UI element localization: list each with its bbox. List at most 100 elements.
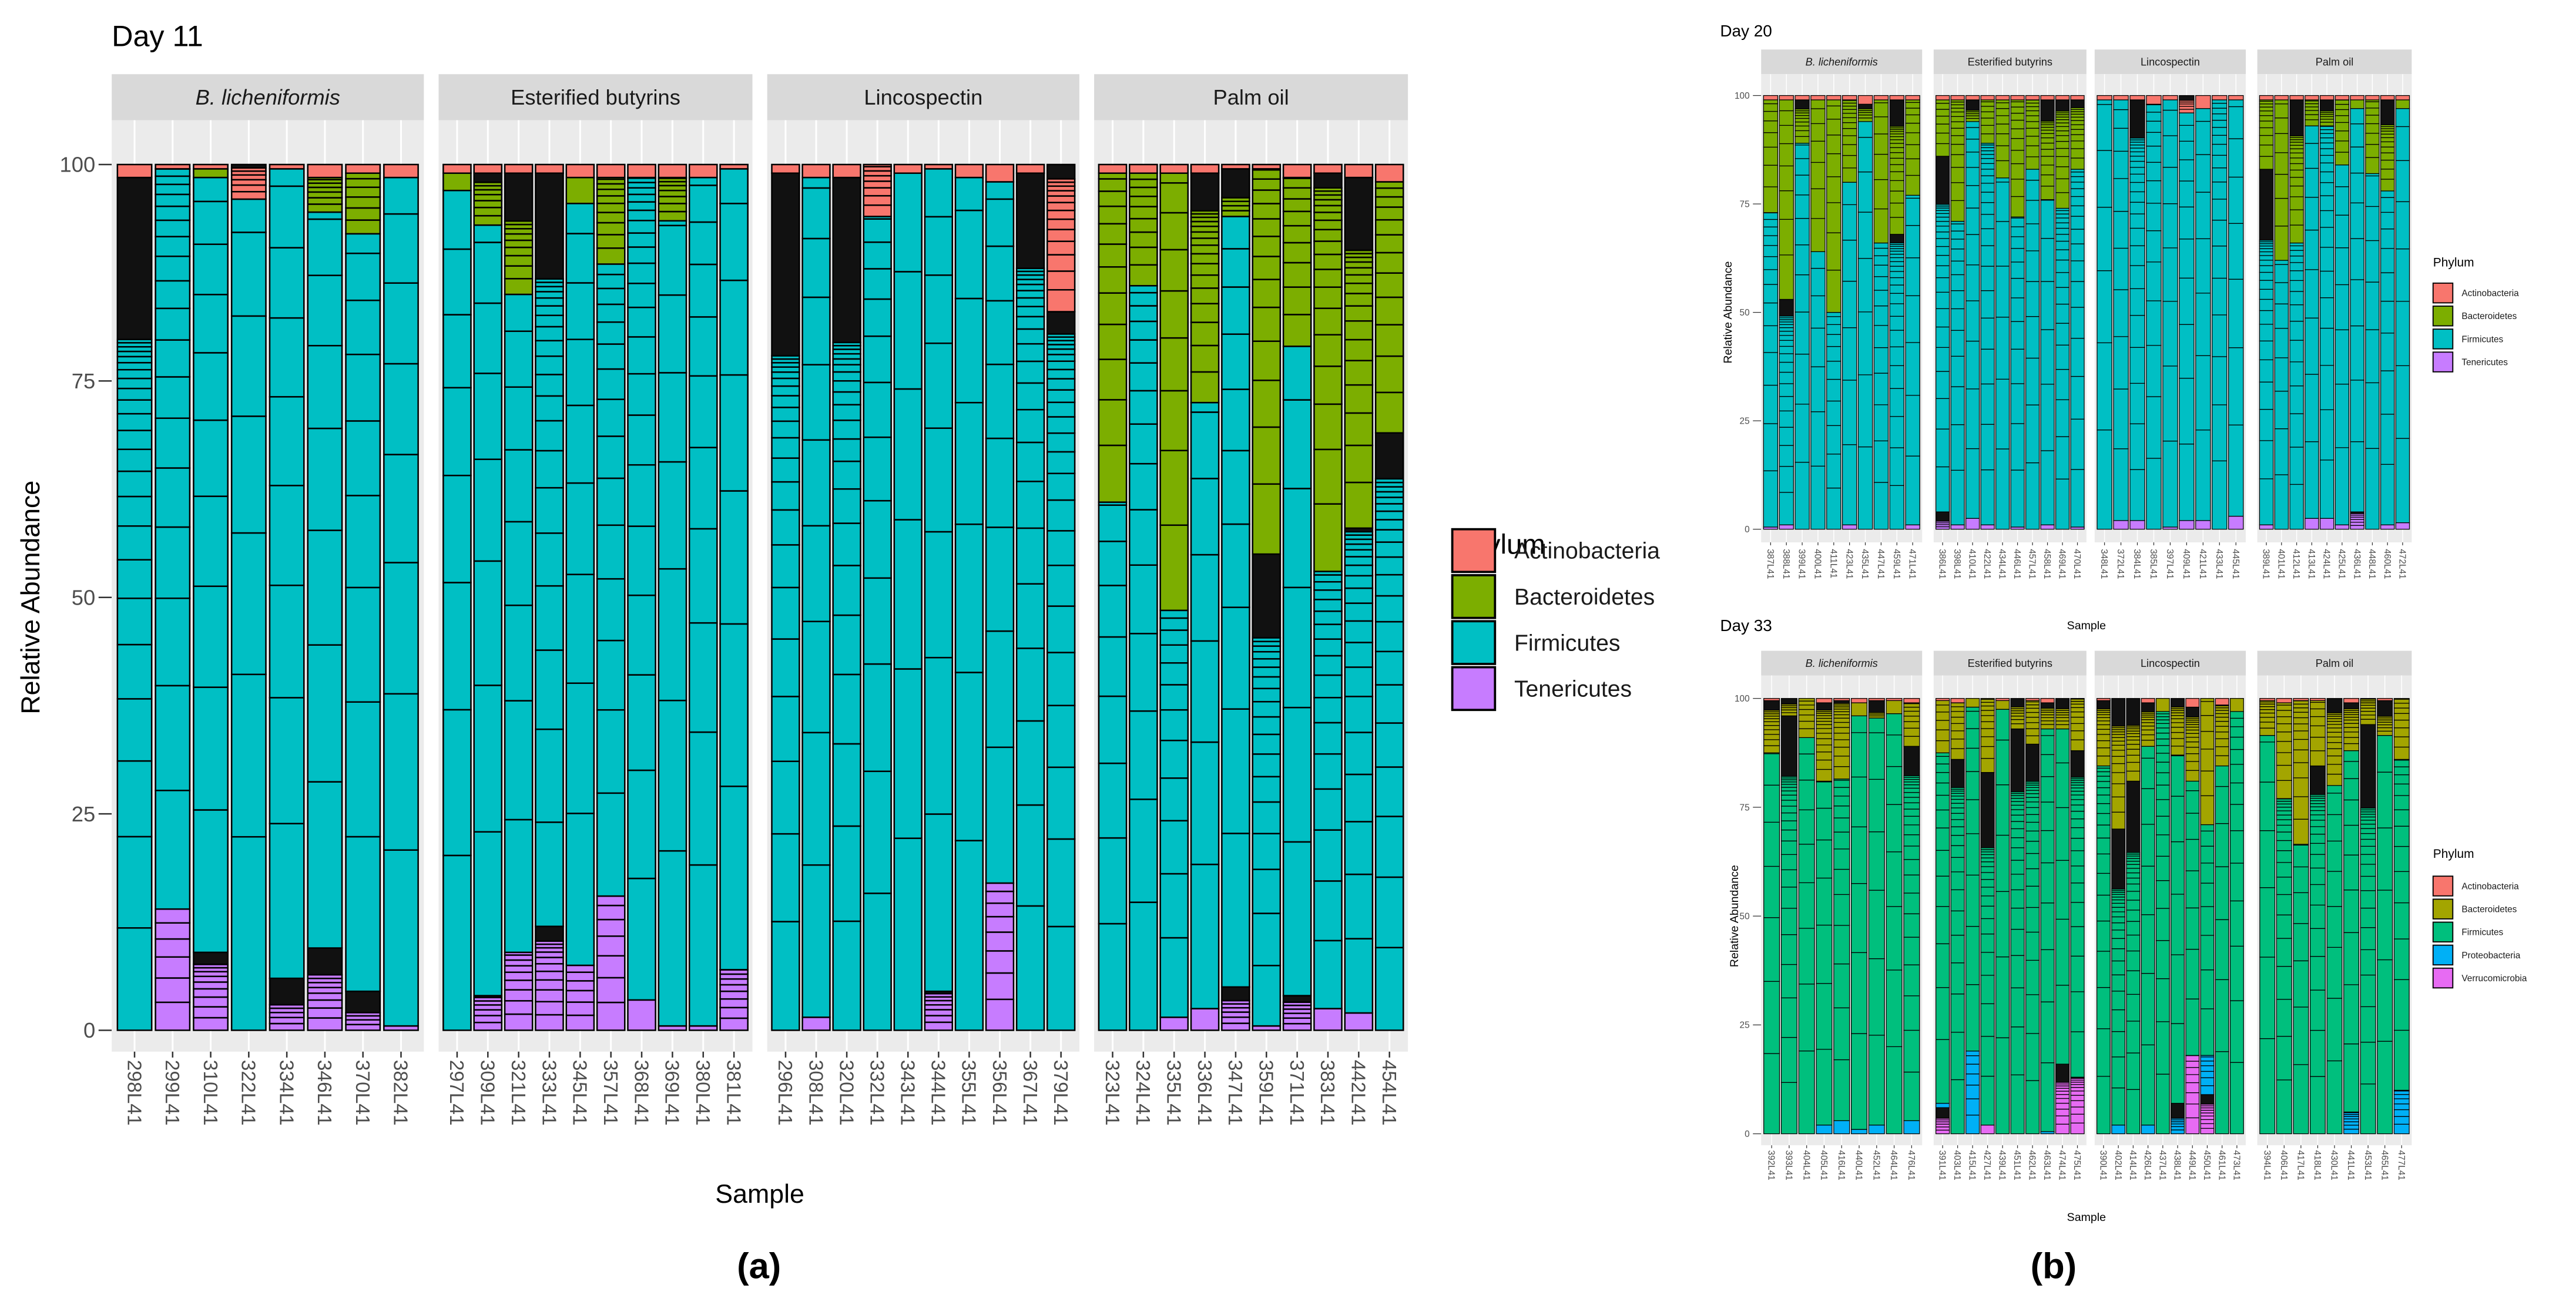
bar-segment-firmicutes <box>2343 761 2360 779</box>
bar-segment-actinobacteria <box>1046 202 1076 212</box>
bar-segment-firmicutes <box>1779 371 1794 384</box>
bar-segment-firmicutes <box>2350 123 2364 147</box>
bar-segment-firmicutes <box>2350 172 2364 203</box>
bar-segment-bacteroidetes <box>1980 118 1995 126</box>
bar-segment-firmicutes <box>2025 793 2040 798</box>
bar-segment-bacteroidetes <box>1810 99 1826 109</box>
bar-segment-bacteroidetes <box>2274 152 2289 175</box>
bar-segment-firmicutes <box>2162 135 2178 168</box>
bar-segment-firmicutes <box>627 246 656 264</box>
bar-segment-firmicutes <box>1221 216 1250 250</box>
bar-segment-tenericutes <box>1221 1011 1250 1018</box>
bar-segment-firmicutes <box>1826 378 1842 402</box>
bar-segment-bacteroidetes <box>1282 187 1312 200</box>
bar-segment-firmicutes <box>1965 207 1980 235</box>
bar-segment-actinobacteria <box>1046 190 1076 197</box>
bar-segment-bacteroidetes <box>2309 708 2326 717</box>
bar-segment-firmicutes <box>1873 276 1889 291</box>
bar-segment-firmicutes <box>2070 883 2085 903</box>
bar-segment-bacteroidetes <box>2293 717 2309 724</box>
bar-segment-firmicutes <box>473 458 503 562</box>
bar-segment-firmicutes <box>1868 958 1885 1036</box>
bar-segment-bacteroidetes <box>2040 186 2055 200</box>
bar-segment-verrucomicrobia <box>2200 1123 2215 1129</box>
bar-segment-bacteroidetes <box>1763 103 1779 112</box>
bar-segment-firmicutes <box>155 219 191 237</box>
bar-segment-actinobacteria <box>2055 95 2070 100</box>
bar-segment-bacteroidetes <box>1833 756 1850 767</box>
bar-segment-firmicutes <box>155 467 191 528</box>
bar-segment-firmicutes <box>2146 145 2162 163</box>
bar-segment-firmicutes <box>2305 229 2319 270</box>
bar-segment-tenericutes <box>1965 518 1980 530</box>
bar-segment-bacteroidetes <box>1810 140 1826 163</box>
bar-segment-verrucomicrobia <box>2185 1074 2200 1083</box>
bar-segment-firmicutes <box>2259 478 2274 525</box>
bar-segment-firmicutes <box>2025 807 2040 815</box>
bar-segment-bacteroidetes <box>2343 743 2360 751</box>
bar-segment-firmicutes <box>1950 249 1965 261</box>
bar-segment-firmicutes <box>719 279 749 376</box>
bar-segment-firmicutes <box>2365 175 2380 207</box>
bar-segment-firmicutes <box>985 746 1015 884</box>
x-tick-label: 438L41 <box>2172 1150 2182 1180</box>
legend-label: Firmicutes <box>1514 630 1620 656</box>
bar-segment-firmicutes <box>596 321 626 345</box>
bar-segment-firmicutes <box>2360 833 2376 840</box>
bar-segment-firmicutes <box>1046 499 1076 532</box>
bar-segment-proteobacteria <box>2200 1071 2215 1078</box>
bar-segment-bacteroidetes <box>504 233 534 241</box>
bar-segment-firmicutes <box>2350 279 2364 327</box>
bar-segment-bacteroidetes <box>1190 244 1220 255</box>
bar-segment-firmicutes <box>2141 746 2155 759</box>
x-tick-label: 296L41 <box>774 1060 796 1126</box>
bar-segment-firmicutes <box>2319 126 2334 130</box>
bar-segment-firmicutes <box>1950 308 1965 331</box>
bar-segment-bacteroidetes <box>2393 713 2410 721</box>
bar-segment-verrucomicrobia <box>2185 1092 2200 1105</box>
bar-segment-firmicutes <box>2146 162 2162 182</box>
bar-segment-firmicutes <box>269 317 305 398</box>
bar-segment-actinobacteria <box>2309 698 2326 702</box>
bar-segment-actinobacteria <box>1873 95 1889 100</box>
bar-segment-firmicutes <box>193 585 229 688</box>
x-tick-label: 355L41 <box>958 1060 980 1126</box>
bar-segment-actinobacteria <box>688 163 718 179</box>
bar-segment-bacteroidetes <box>2055 130 2070 136</box>
bar-segment-firmicutes <box>1221 333 1250 390</box>
bar-segment-bacteroidetes <box>2293 707 2309 713</box>
x-tick-label: 382L41 <box>390 1060 411 1126</box>
x-tick-label: 452L41 <box>1871 1150 1881 1180</box>
bar-segment-bacteroidetes <box>2040 99 2055 122</box>
bar-segment-verrucomicrobia <box>1935 1123 1950 1128</box>
bar-segment-verrucomicrobia <box>2070 1084 2085 1088</box>
bar-segment-firmicutes <box>1282 345 1312 401</box>
bar-segment-bacteroidetes <box>1889 152 1904 159</box>
bar-segment-bacteroidetes <box>1252 203 1282 220</box>
bar-segment-firmicutes <box>1129 710 1158 800</box>
bar-segment-bacteroidetes <box>2126 754 2141 763</box>
bar-segment-firmicutes <box>2111 916 2126 924</box>
stacked-bar <box>2129 95 2145 530</box>
bar-segment-firmicutes <box>2289 484 2304 530</box>
bar-segment-firmicutes <box>535 355 564 375</box>
stacked-bar <box>1903 698 1920 1135</box>
bar-segment-bacteroidetes <box>2215 710 2229 714</box>
bar-segment-firmicutes <box>2111 960 2126 975</box>
bar-segment-bacteroidetes <box>2259 722 2276 729</box>
bar-segment-firmicutes <box>2393 979 2410 1031</box>
bar-segment-firmicutes <box>1903 846 1920 860</box>
bar-segment-bacteroidetes <box>596 212 626 224</box>
x-tick-label: 397L41 <box>2165 549 2175 579</box>
bar-segment-firmicutes <box>2289 250 2304 257</box>
bar-segment-firmicutes <box>2040 384 2055 451</box>
bar-segment-firmicutes <box>2365 448 2380 530</box>
bar-segment-bacteroidetes <box>1816 717 1833 722</box>
bar-segment-firmicutes <box>2343 854 2360 891</box>
legend-title: Phylum <box>2433 847 2474 861</box>
bar-segment-bacteroidetes <box>2185 724 2200 728</box>
bar-segment-firmicutes <box>2111 938 2126 950</box>
bar-segment-firmicutes <box>1980 866 1995 873</box>
bar-segment-firmicutes <box>688 176 718 186</box>
bar-segment-firmicutes <box>2129 265 2145 289</box>
